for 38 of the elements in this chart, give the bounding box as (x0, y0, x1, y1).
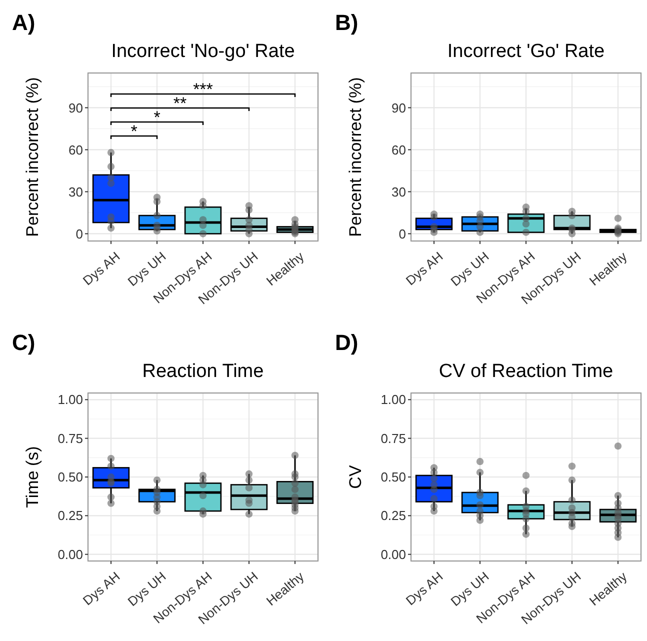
y-tick-label: 0.50 (58, 470, 83, 485)
annotation: ** (173, 94, 187, 113)
y-tick-label: 60 (392, 142, 406, 158)
chart-title: CV of Reaction Time (438, 361, 614, 382)
text: C) (12, 330, 36, 355)
y-tick-label: 0.50 (380, 470, 406, 485)
x-tick-label: Dys AH (402, 568, 446, 608)
y-tick-label: 0.25 (380, 508, 406, 524)
y-tick-label: 90 (392, 100, 406, 116)
x-tick-label: Dys AH (80, 248, 123, 288)
y-tick-label: 90 (68, 100, 83, 116)
y-tick-label: 30 (68, 184, 83, 200)
x-tick-label: Dys AH (80, 568, 123, 608)
y-tick-label: 0.75 (380, 430, 406, 446)
chart-title: Reaction Time (142, 361, 264, 382)
y-tick-label: 0 (76, 226, 83, 242)
y-tick-label: 0 (398, 226, 406, 242)
y-tick-label: 30 (392, 184, 406, 200)
text: B) (335, 10, 358, 35)
text: D) (335, 330, 358, 355)
chart-title: Incorrect 'No-go' Rate (111, 41, 295, 62)
annotation: * (154, 108, 161, 127)
y-tick-label: 60 (68, 142, 83, 158)
x-tick-label: Dys AH (402, 248, 446, 288)
y-tick-label: 0.00 (380, 546, 406, 562)
text: A) (12, 10, 36, 35)
y-axis-title: Percent incorrect (%) (23, 77, 42, 237)
chart-title: Incorrect 'Go' Rate (447, 41, 605, 62)
y-axis-title: Percent incorrect (%) (346, 77, 365, 237)
annotation: * (130, 122, 138, 141)
annotation: *** (193, 80, 214, 99)
y-tick-label: 0.75 (58, 430, 83, 446)
y-axis-title: CV (346, 464, 365, 489)
y-axis-title: Time (s) (23, 446, 42, 508)
y-tick-label: 0.25 (58, 508, 83, 524)
y-tick-label: 1.00 (58, 392, 83, 408)
y-tick-label: 1.00 (380, 392, 406, 408)
y-tick-label: 0.00 (58, 546, 83, 562)
